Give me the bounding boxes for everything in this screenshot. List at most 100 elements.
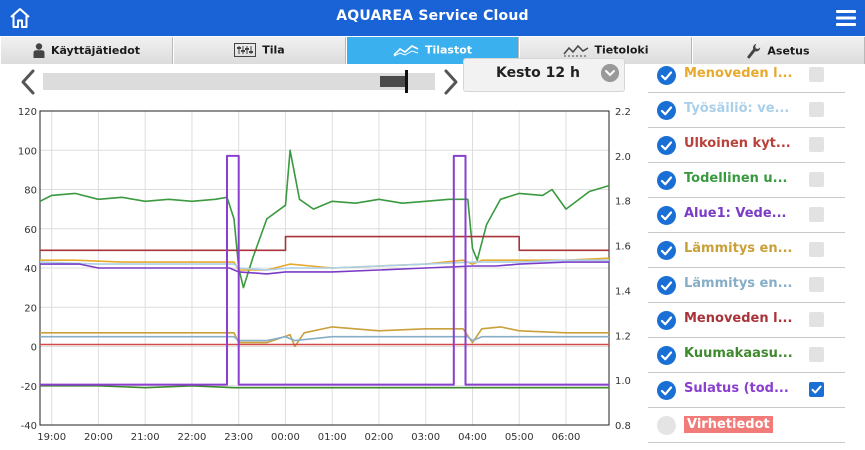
x-tick-label: 06:00	[552, 432, 581, 443]
y-right-tick-label: 2.0	[615, 152, 631, 163]
chevron-down-icon	[601, 64, 619, 82]
series-line	[40, 326, 609, 348]
y-left-tick-label: 40	[24, 264, 37, 275]
right-axis-checkbox[interactable]	[809, 312, 824, 327]
right-axis-checkbox[interactable]	[809, 207, 824, 222]
app-title: AQUAREA Service Cloud	[336, 8, 529, 24]
legend-item[interactable]: Todellinen u...	[648, 163, 845, 198]
wrench-icon	[747, 43, 761, 59]
legend-item-label: Lämmitys en...	[684, 241, 793, 256]
right-axis-checkbox[interactable]	[809, 242, 824, 257]
tab-label: Asetus	[767, 44, 810, 58]
check-circle-icon[interactable]	[657, 346, 676, 365]
series-line	[40, 335, 609, 342]
tab-label: Tilastot	[424, 43, 473, 57]
y-left-tick-label: 100	[18, 146, 37, 157]
legend-item[interactable]: Menoveden l...	[648, 303, 845, 338]
series-line	[40, 261, 609, 275]
x-tick-label: 23:00	[224, 432, 253, 443]
legend-item[interactable]: Kuumakaasu...	[648, 338, 845, 373]
chevron-left-icon[interactable]	[19, 68, 39, 96]
y-left-tick-label: -40	[21, 421, 37, 432]
series-line	[39, 259, 609, 271]
statistics-icon	[393, 45, 419, 57]
legend-item-label: Todellinen u...	[684, 171, 788, 186]
y-left-tick-label: 120	[18, 107, 37, 118]
check-circle-icon[interactable]	[657, 136, 676, 155]
right-axis-checkbox[interactable]	[809, 172, 824, 187]
legend-item-label: Virhetiedot	[684, 416, 773, 433]
series-legend: Menoveden l... Työsäiliö: ve... Ulkoinen k…	[648, 58, 845, 450]
legend-item[interactable]: Virhetiedot	[648, 408, 845, 443]
y-right-tick-label: 1.8	[615, 197, 631, 208]
legend-item[interactable]: Alue1: Vede...	[648, 198, 845, 233]
check-circle-icon[interactable]	[657, 381, 676, 400]
legend-item[interactable]: Lämmitys en...	[648, 233, 845, 268]
duration-dropdown[interactable]: Kesto 12 h	[463, 58, 625, 92]
check-circle-icon[interactable]	[657, 206, 676, 225]
tab-kayttajatiedot[interactable]: Käyttäjätiedot	[0, 37, 173, 64]
legend-item[interactable]: Ulkoinen kyt...	[648, 128, 845, 163]
legend-item-label: Alue1: Vede...	[684, 206, 787, 221]
legend-item[interactable]: Menoveden l...	[648, 58, 845, 93]
y-left-tick-label: 20	[24, 303, 37, 314]
tab-label: Tietoloki	[594, 43, 649, 57]
statistics-chart: 120 100 80 60 40 20 0 -20 -40 2.2 2.0 1.8 1.6 1.4 1.2 1…	[18, 107, 631, 443]
legend-item[interactable]: Työsäiliö: ve...	[648, 93, 845, 128]
y-left-tick-label: 60	[24, 225, 37, 236]
legend-item-label: Työsäiliö: ve...	[684, 101, 790, 116]
series-line	[40, 154, 609, 386]
x-tick-label: 22:00	[178, 432, 207, 443]
x-tick-label: 02:00	[365, 432, 394, 443]
app-header: AQUAREA Service Cloud	[0, 0, 865, 36]
right-axis-checkbox[interactable]	[809, 347, 824, 362]
legend-item[interactable]: Sulatus (tod...	[648, 373, 845, 408]
right-axis-checkbox[interactable]	[809, 67, 824, 82]
y-right-tick-label: 1.0	[615, 376, 631, 387]
tab-asetus[interactable]: Asetus	[692, 37, 865, 64]
tab-tila[interactable]: Tila	[173, 37, 346, 64]
tab-label: Tila	[262, 43, 285, 57]
empty-circle-icon[interactable]	[657, 416, 676, 435]
timeline-window[interactable]	[380, 76, 405, 87]
x-tick-label: 04:00	[458, 432, 487, 443]
x-tick-label: 05:00	[505, 432, 534, 443]
check-circle-icon[interactable]	[657, 101, 676, 120]
check-circle-icon[interactable]	[657, 66, 676, 85]
plot-frame	[39, 110, 610, 426]
series-line	[40, 235, 609, 252]
legend-item-label: Ulkoinen kyt...	[684, 136, 791, 151]
y-right-tick-label: 2.2	[615, 107, 631, 118]
timeline-handle[interactable]	[405, 70, 408, 93]
hamburger-menu-icon[interactable]	[836, 9, 856, 27]
series-line	[39, 149, 610, 289]
check-circle-icon[interactable]	[657, 241, 676, 260]
legend-item-label: Menoveden l...	[684, 66, 793, 81]
right-axis-checkbox[interactable]	[809, 382, 824, 397]
y-right-tick-label: 1.6	[615, 242, 631, 253]
timeline-slider[interactable]	[43, 70, 435, 93]
series-line	[40, 257, 610, 271]
x-tick-label: 19:00	[37, 432, 66, 443]
y-right-tick-label: 1.4	[615, 286, 631, 297]
right-axis-checkbox[interactable]	[809, 277, 824, 292]
right-axis-checkbox[interactable]	[809, 137, 824, 152]
x-tick-label: 00:00	[271, 432, 300, 443]
x-tick-label: 01:00	[318, 432, 347, 443]
y-right-tick-label: 1.2	[615, 331, 631, 342]
person-icon	[33, 43, 45, 58]
legend-item[interactable]: Lämmitys en...	[648, 268, 845, 303]
status-panel-icon	[234, 43, 257, 57]
home-icon[interactable]	[8, 6, 32, 30]
check-circle-icon[interactable]	[657, 171, 676, 190]
series-line	[40, 384, 609, 389]
check-circle-icon[interactable]	[657, 276, 676, 295]
chevron-right-icon[interactable]	[440, 68, 460, 96]
check-circle-icon[interactable]	[657, 311, 676, 330]
legend-item-label: Kuumakaasu...	[684, 346, 793, 361]
y-left-tick-label: 0	[31, 343, 37, 354]
right-axis-checkbox[interactable]	[809, 102, 824, 117]
legend-item-label: Lämmitys en...	[684, 276, 793, 291]
tab-tietoloki[interactable]: Tietoloki	[519, 37, 692, 64]
x-tick-label: 20:00	[84, 432, 113, 443]
